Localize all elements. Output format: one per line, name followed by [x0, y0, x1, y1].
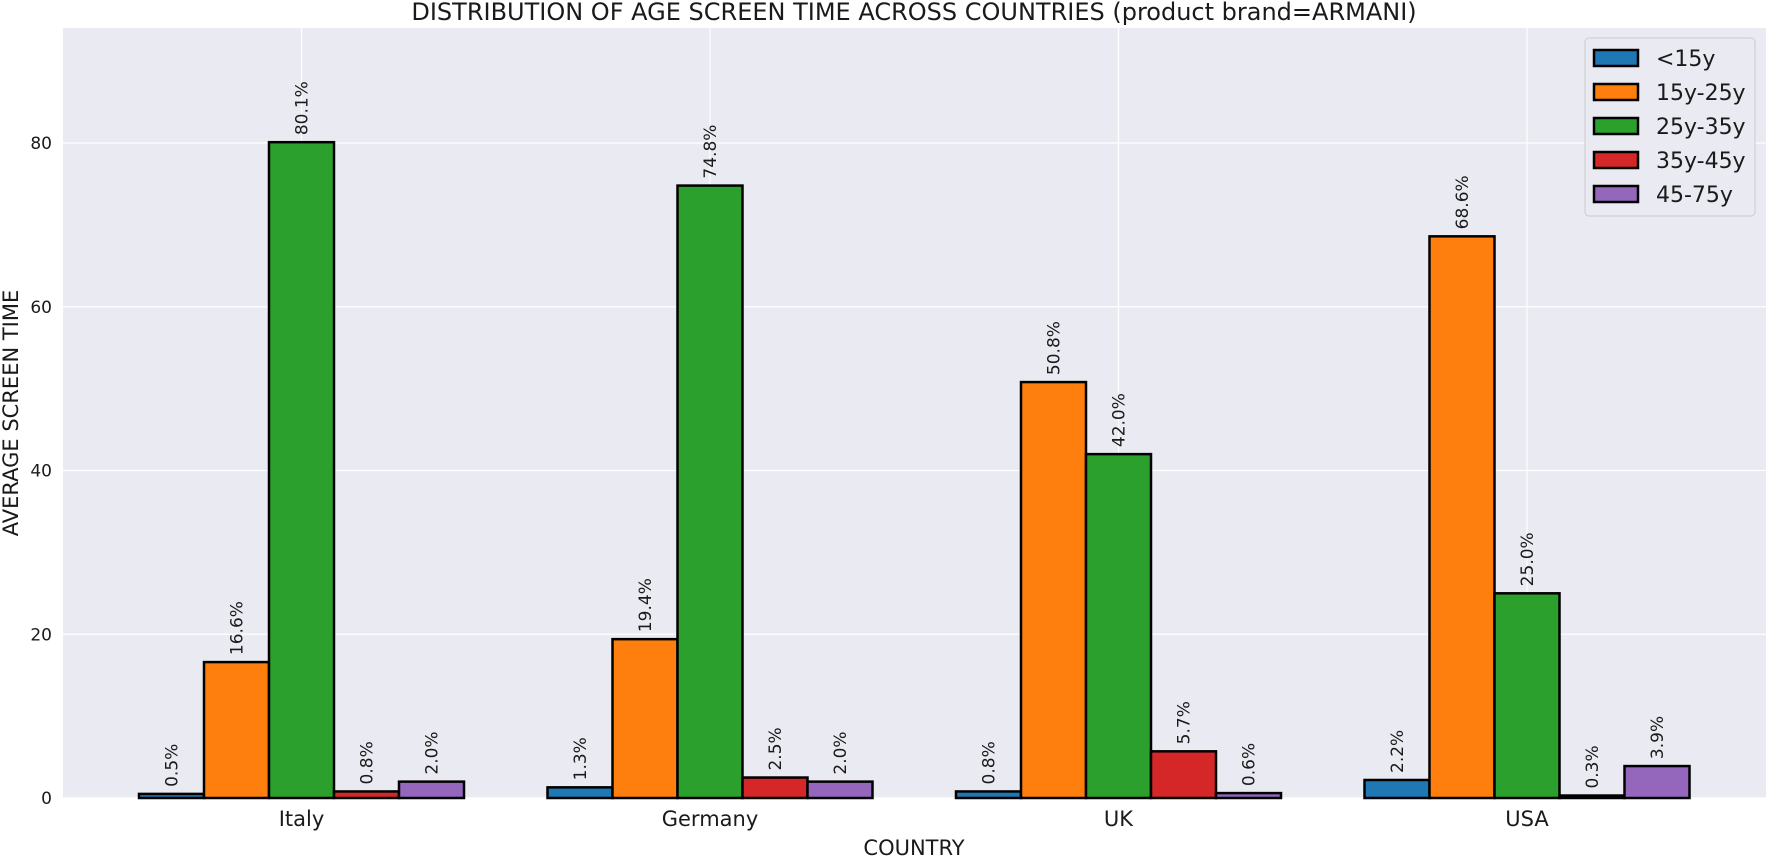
data-label: 2.0%: [831, 731, 851, 774]
bar-35y-45y-USA: [1558, 794, 1626, 800]
data-label: 74.8%: [701, 125, 721, 179]
chart-title: DISTRIBUTION OF AGE SCREEN TIME ACROSS C…: [411, 0, 1416, 26]
y-axis-label: AVERAGE SCREEN TIME: [0, 290, 23, 537]
y-tick-label: 40: [30, 462, 52, 482]
legend-label: 15y-25y: [1656, 81, 1746, 106]
legend-swatch: [1592, 150, 1640, 170]
bar-<15y-Italy: [137, 792, 206, 800]
bar-35y-45y-Germany: [741, 776, 809, 800]
data-label: 68.6%: [1453, 175, 1473, 229]
legend-label: <15y: [1656, 47, 1715, 72]
data-label: 19.4%: [636, 578, 656, 632]
x-axis-label: COUNTRY: [863, 836, 964, 859]
data-label: 25.0%: [1518, 532, 1538, 586]
y-tick-label: 60: [30, 298, 52, 318]
data-label: 0.6%: [1240, 743, 1260, 786]
x-tick-label: USA: [1505, 807, 1549, 831]
legend-swatch: [1592, 48, 1640, 68]
data-label: 2.2%: [1388, 730, 1408, 773]
bar-45-75y-UK: [1214, 791, 1283, 800]
data-label: 0.8%: [980, 741, 1000, 784]
data-labels: 0.5% 1.3% 0.8% 2.2% 16.6% 19.4% 50.8% 68.6% 80.1…: [163, 81, 1669, 788]
axes: 0 20 40 60 80 Italy Germany UK USA: [30, 134, 1549, 831]
x-tick-label: Italy: [279, 807, 325, 831]
bar-15y-25y-UK: [1019, 380, 1088, 800]
data-label: 1.3%: [571, 737, 591, 780]
legend-swatch: [1592, 116, 1640, 136]
data-label: 16.6%: [228, 601, 248, 655]
y-tick-label: 20: [30, 625, 52, 645]
legend-swatch: [1592, 184, 1640, 204]
data-label: 2.0%: [423, 731, 443, 774]
bar-15y-25y-Germany: [611, 637, 679, 800]
bar-45-75y-Italy: [397, 780, 466, 800]
bar-25y-35y-USA: [1493, 592, 1561, 800]
data-label: 80.1%: [293, 81, 313, 135]
data-label: 5.7%: [1175, 701, 1195, 744]
data-label: 0.5%: [163, 744, 183, 787]
data-label: 0.3%: [1583, 745, 1603, 788]
legend-frame: [1584, 37, 1756, 217]
bar-35y-45y-UK: [1149, 750, 1218, 800]
y-tick-label: 80: [30, 134, 52, 154]
data-label: 3.9%: [1648, 716, 1668, 759]
y-tick-label: 0: [41, 789, 52, 809]
x-tick-label: UK: [1104, 807, 1134, 831]
data-label: 50.8%: [1045, 321, 1065, 375]
legend-label: 25y-35y: [1656, 115, 1746, 140]
bar-<15y-Germany: [546, 786, 614, 800]
bar-25y-35y-UK: [1084, 452, 1153, 800]
data-label: 0.8%: [358, 741, 378, 784]
bars: [137, 140, 1691, 800]
bar-45-75y-USA: [1623, 764, 1691, 800]
bar-15y-25y-Italy: [202, 660, 271, 800]
legend-swatch: [1592, 82, 1640, 102]
bar-35y-45y-Italy: [332, 790, 401, 800]
bar-45-75y-Germany: [806, 780, 874, 800]
bar-25y-35y-Germany: [676, 184, 744, 800]
bar-15y-25y-USA: [1428, 235, 1496, 800]
legend: <15y 15y-25y 25y-35y 35y-45y 45-75y: [1584, 37, 1756, 217]
bar-<15y-USA: [1363, 778, 1431, 800]
legend-label: 45-75y: [1656, 183, 1733, 208]
data-label: 2.5%: [766, 727, 786, 770]
x-tick-label: Germany: [662, 807, 759, 831]
bar-<15y-UK: [954, 790, 1023, 800]
data-label: 42.0%: [1110, 393, 1130, 447]
legend-label: 35y-45y: [1656, 149, 1746, 174]
bar-25y-35y-Italy: [267, 140, 336, 800]
